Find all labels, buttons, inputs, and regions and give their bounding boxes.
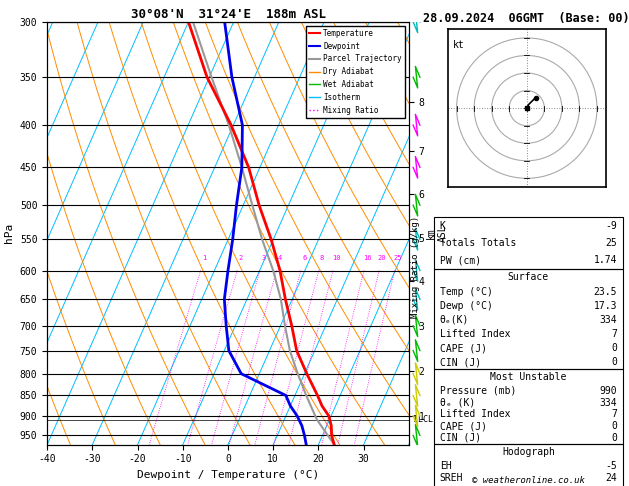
Text: 0: 0 [611, 357, 617, 367]
Text: 0: 0 [611, 421, 617, 431]
Text: Hodograph: Hodograph [502, 447, 555, 457]
Text: CAPE (J): CAPE (J) [440, 421, 487, 431]
Text: K: K [440, 221, 445, 231]
Text: Lifted Index: Lifted Index [440, 410, 510, 419]
Title: 30°08'N  31°24'E  188m ASL: 30°08'N 31°24'E 188m ASL [130, 8, 326, 21]
Text: Totals Totals: Totals Totals [440, 238, 516, 248]
Text: Dewp (°C): Dewp (°C) [440, 301, 493, 311]
Y-axis label: hPa: hPa [4, 223, 14, 243]
Text: 24: 24 [605, 473, 617, 484]
Text: θₑ(K): θₑ(K) [440, 315, 469, 325]
Text: EH: EH [440, 461, 452, 471]
Text: 10: 10 [332, 255, 340, 261]
Text: 7: 7 [611, 329, 617, 339]
Text: 28.09.2024  06GMT  (Base: 00): 28.09.2024 06GMT (Base: 00) [423, 12, 629, 25]
Text: 25: 25 [605, 238, 617, 248]
Text: Surface: Surface [508, 272, 549, 282]
Text: 1LCL: 1LCL [413, 416, 433, 424]
Text: 0: 0 [611, 343, 617, 353]
Text: 2: 2 [238, 255, 243, 261]
Legend: Temperature, Dewpoint, Parcel Trajectory, Dry Adiabat, Wet Adiabat, Isotherm, Mi: Temperature, Dewpoint, Parcel Trajectory… [306, 26, 405, 118]
Text: 23.5: 23.5 [594, 287, 617, 297]
Text: 6: 6 [302, 255, 306, 261]
Text: SREH: SREH [440, 473, 463, 484]
Text: Pressure (mb): Pressure (mb) [440, 386, 516, 396]
Text: 1: 1 [202, 255, 206, 261]
Text: 3: 3 [261, 255, 265, 261]
Text: CAPE (J): CAPE (J) [440, 343, 487, 353]
Text: Temp (°C): Temp (°C) [440, 287, 493, 297]
Bar [434, 269, 623, 369]
X-axis label: Dewpoint / Temperature (°C): Dewpoint / Temperature (°C) [137, 470, 319, 480]
Bar [434, 217, 623, 269]
Text: Lifted Index: Lifted Index [440, 329, 510, 339]
Text: PW (cm): PW (cm) [440, 255, 481, 265]
Text: kt: kt [453, 40, 465, 50]
Text: 16: 16 [363, 255, 371, 261]
Text: 334: 334 [599, 315, 617, 325]
Bar [434, 444, 623, 486]
Text: θₑ (K): θₑ (K) [440, 398, 475, 408]
Text: CIN (J): CIN (J) [440, 357, 481, 367]
Text: Mixing Ratio (g/kg): Mixing Ratio (g/kg) [411, 216, 420, 318]
Text: 20: 20 [378, 255, 386, 261]
Text: 334: 334 [599, 398, 617, 408]
Y-axis label: km
ASL: km ASL [426, 225, 447, 242]
Text: -9: -9 [605, 221, 617, 231]
Text: -5: -5 [605, 461, 617, 471]
Text: © weatheronline.co.uk: © weatheronline.co.uk [472, 476, 585, 485]
Text: 8: 8 [320, 255, 324, 261]
Text: CIN (J): CIN (J) [440, 433, 481, 443]
Text: 7: 7 [611, 410, 617, 419]
Text: 990: 990 [599, 386, 617, 396]
Text: 1.74: 1.74 [594, 255, 617, 265]
Bar [434, 369, 623, 444]
Text: 0: 0 [611, 433, 617, 443]
Text: 4: 4 [278, 255, 282, 261]
Text: 17.3: 17.3 [594, 301, 617, 311]
Text: 25: 25 [393, 255, 402, 261]
Text: Most Unstable: Most Unstable [490, 372, 567, 382]
